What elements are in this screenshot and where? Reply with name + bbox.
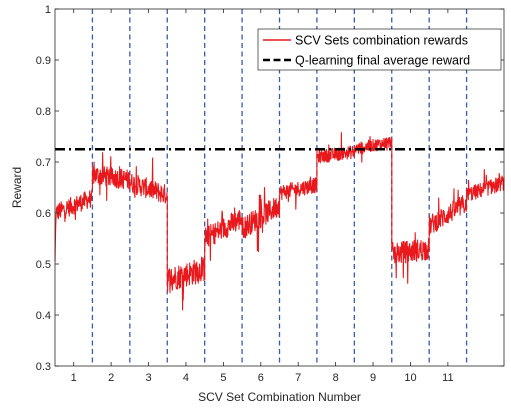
y-tick-label: 0.6 <box>36 208 51 220</box>
y-tick-label: 0.3 <box>36 361 51 373</box>
y-tick-label: 0.7 <box>36 157 51 169</box>
x-tick-label: 11 <box>442 372 453 384</box>
x-axis-ticks: 1 2 3 4 5 6 7 8 9 10 11 <box>71 9 454 384</box>
reward-series <box>54 132 505 311</box>
y-tick-label: 0.4 <box>36 310 51 322</box>
legend-label-rewards: SCV Sets combination rewards <box>295 34 468 48</box>
x-tick-label: 7 <box>295 372 301 384</box>
x-tick-label: 6 <box>258 372 264 384</box>
y-axis-label: Reward <box>10 167 24 208</box>
plot-frame <box>54 8 505 367</box>
x-tick-label: 1 <box>71 372 77 384</box>
y-tick-label: 0.8 <box>36 106 51 118</box>
x-tick-label: 2 <box>108 372 114 384</box>
x-tick-label: 5 <box>220 372 226 384</box>
y-tick-label: 1 <box>45 4 51 16</box>
y-tick-label: 0.9 <box>36 55 51 67</box>
y-tick-label: 0.5 <box>36 259 51 271</box>
x-tick-label: 4 <box>183 372 189 384</box>
rewards-series-line <box>54 132 505 311</box>
y-axis-ticks: 0.3 0.4 0.5 0.6 0.7 0.8 0.9 1 <box>36 4 504 373</box>
legend-label-q-learning: Q-learning final average reward <box>295 54 470 68</box>
x-axis-label: SCV Set Combination Number <box>198 390 361 404</box>
x-tick-label: 9 <box>370 372 376 384</box>
legend: SCV Sets combination rewards Q-learning … <box>257 28 502 71</box>
x-tick-label: 8 <box>333 372 339 384</box>
x-tick-label: 3 <box>145 372 151 384</box>
legend-box <box>257 28 502 71</box>
x-tick-label: 10 <box>404 372 416 384</box>
